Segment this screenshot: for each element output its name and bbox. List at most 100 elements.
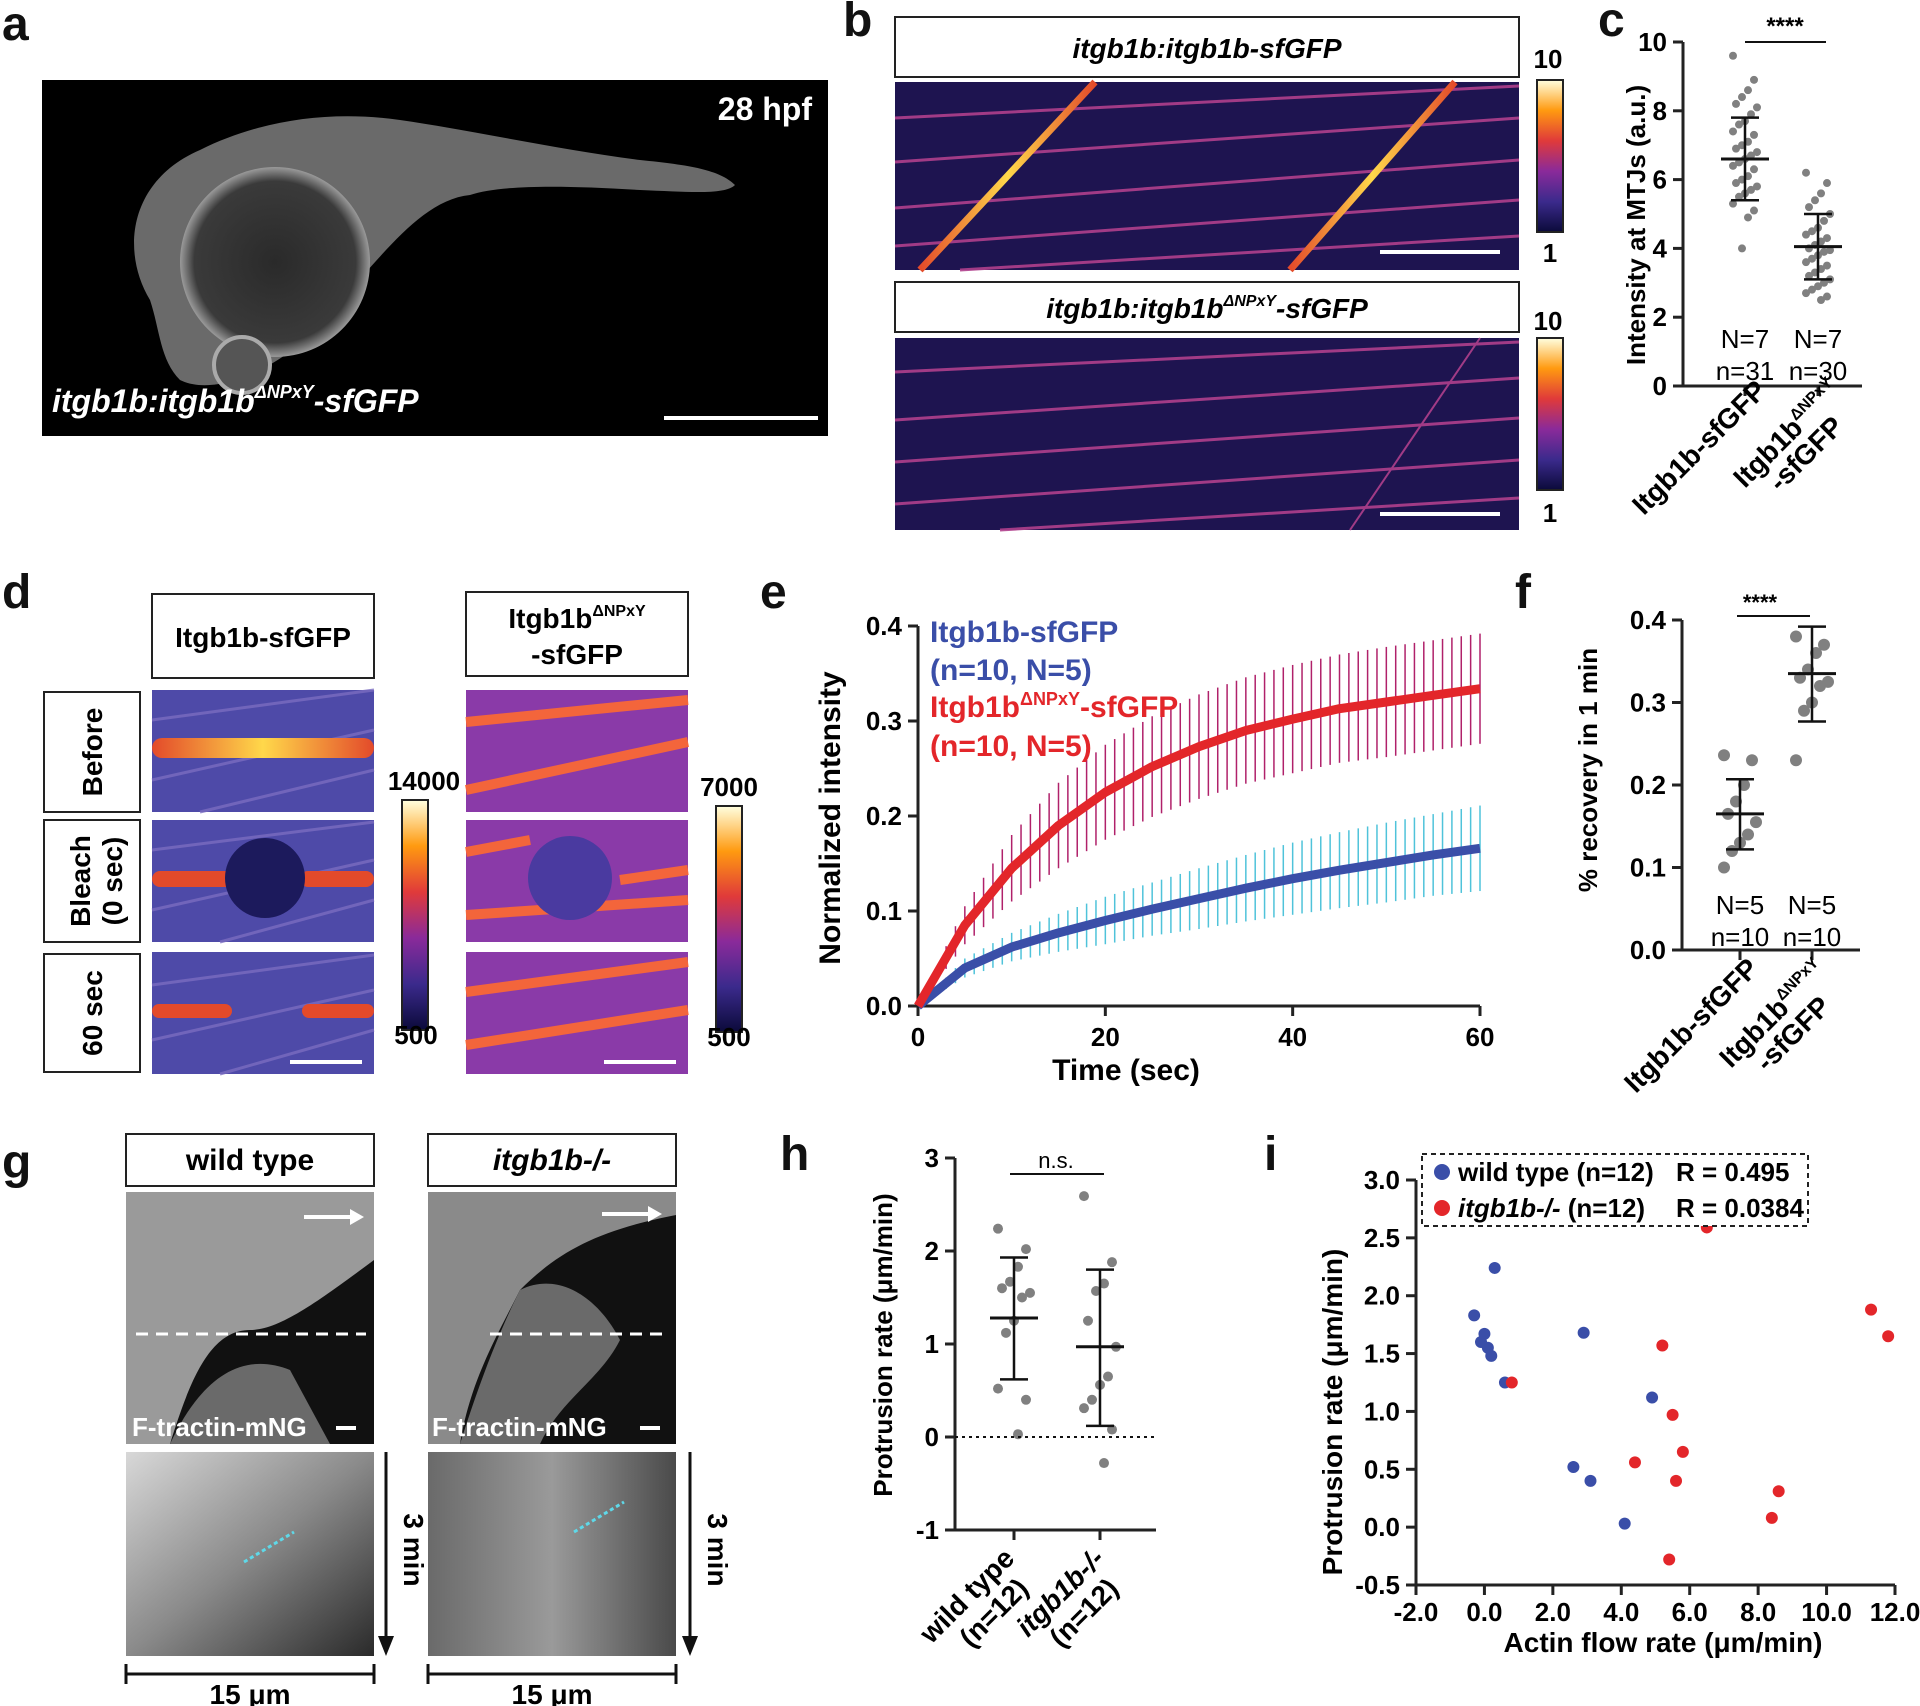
chart-i-xlabel: Actin flow rate (μm/min) <box>1504 1627 1823 1658</box>
chart-e-ylabel: Normalized intensity <box>814 671 847 965</box>
chart-i-point <box>1468 1309 1481 1322</box>
row-label-60sec: 60 sec <box>77 970 108 1056</box>
label-box-g-mutant <box>427 1133 677 1187</box>
chart-i-point <box>1676 1445 1689 1458</box>
chart-c-ytick-label: 2 <box>1653 302 1667 332</box>
label-b-bottom: itgb1b:itgb1bΔNPxY-sfGFP <box>1046 293 1368 324</box>
chart-i-legend-marker-1 <box>1434 1164 1450 1180</box>
chart-f-N-1: N=5 <box>1716 890 1764 920</box>
label-d-col1: Itgb1b-sfGFP <box>175 622 351 653</box>
colorbar-d-1-max: 14000 <box>388 766 460 796</box>
frap-images-mutant <box>464 690 690 1074</box>
chart-c-point <box>1753 148 1761 157</box>
chart-i-point <box>1670 1474 1683 1487</box>
chart-c-point <box>1732 144 1740 153</box>
chart-i-point <box>1865 1303 1878 1316</box>
chart-c-point <box>1802 230 1810 239</box>
chart-f-point <box>1798 704 1810 717</box>
chart-c-point <box>1802 258 1810 267</box>
chart-c-point <box>1820 278 1828 287</box>
kymo-time-wt: 3 min <box>398 1513 429 1586</box>
chart-e-legend-2-n: (n=10, N=5) <box>930 730 1092 763</box>
chart-c-point <box>1808 285 1816 294</box>
chart-h-point <box>1107 1257 1117 1268</box>
label-box-b-bottom <box>894 281 1520 333</box>
cell-caption-wt: F-tractin-mNG <box>132 1412 307 1442</box>
chart-c-point <box>1817 189 1825 198</box>
chart-c-point <box>1808 227 1816 236</box>
chart-i-legend-2: itgb1b-/- (n=12) <box>1458 1193 1645 1223</box>
chart-c-point <box>1750 165 1758 174</box>
chart-i-point <box>1577 1326 1590 1339</box>
colorbar-d-2 <box>715 805 743 1033</box>
chart-i-point <box>1485 1349 1498 1362</box>
colorbar-b-top-max: 10 <box>1534 44 1563 74</box>
chart-h-point <box>1021 1244 1031 1255</box>
label-g-wt: wild type <box>185 1144 314 1177</box>
chart-h-point <box>1013 1261 1023 1272</box>
chart-h-point <box>1025 1287 1035 1298</box>
cell-image-wt <box>126 1192 374 1444</box>
panel-label-e: e <box>760 566 787 619</box>
chart-c-point <box>1729 127 1737 136</box>
chart-i-xtick-label: 0.0 <box>1466 1597 1502 1627</box>
chart-c-point <box>1744 213 1752 222</box>
chart-f-ytick-label: 0.4 <box>1630 605 1667 635</box>
chart-h-ytick-label: -1 <box>916 1515 939 1545</box>
chart-h-point <box>993 1383 1003 1394</box>
chart-i-point <box>1478 1327 1491 1340</box>
chart-e-legend-1: Itgb1b-sfGFP <box>930 616 1118 649</box>
chart-c: 0 2 4 6 8 10 <box>1638 27 1862 401</box>
chart-e-ytick-label: 0.0 <box>866 991 902 1021</box>
chart-c-ytick-label: 6 <box>1653 165 1667 195</box>
time-arrowhead-mutant <box>682 1636 698 1656</box>
chart-h-ytick-label: 1 <box>925 1329 939 1359</box>
colorbar-b-bottom-max: 10 <box>1534 306 1563 336</box>
chart-c-N-2: N=7 <box>1794 324 1842 354</box>
chart-c-point <box>1823 179 1831 188</box>
chart-c-point <box>1738 244 1746 253</box>
row-box-60sec <box>43 953 141 1073</box>
chart-c-point <box>1823 261 1831 270</box>
chart-f-point <box>1818 638 1830 651</box>
chart-i-xtick-label: 6.0 <box>1672 1597 1708 1627</box>
chart-i-point <box>1666 1408 1679 1421</box>
chart-i-point <box>1628 1456 1641 1469</box>
chart-f-point <box>1746 754 1758 767</box>
chart-c-ytick-label: 10 <box>1638 27 1667 57</box>
chart-i-point <box>1656 1339 1669 1352</box>
label-box-g-wt <box>125 1133 375 1187</box>
chart-i-ylabel: Protrusion rate (μm/min) <box>1317 1249 1348 1576</box>
chart-c-point <box>1823 234 1831 243</box>
panel-label-a: a <box>2 0 29 51</box>
chart-i-ytick-label: 0.0 <box>1364 1512 1400 1542</box>
label-d-col2-suffix: -sfGFP <box>531 639 623 670</box>
chart-c-point <box>1735 120 1743 129</box>
chart-c-point <box>1747 110 1755 119</box>
chart-i-xtick-label: 2.0 <box>1535 1597 1571 1627</box>
colorbar-d-1 <box>401 799 429 1031</box>
chart-h-point <box>1103 1371 1113 1382</box>
chart-c-point <box>1823 292 1831 301</box>
chart-c-point <box>1729 199 1737 208</box>
panel-label-g: g <box>2 1136 31 1189</box>
embryo-genotype-label: itgb1b:itgb1bΔNPxY-sfGFP <box>52 382 419 419</box>
chart-c-point <box>1747 185 1755 194</box>
embryo-silhouette <box>134 116 735 395</box>
chart-c-N-1: N=7 <box>1721 324 1769 354</box>
row-box-bleach <box>43 819 141 943</box>
chart-f-point <box>1790 754 1802 767</box>
colorbar-b-top-min: 1 <box>1543 238 1557 268</box>
chart-f: 0.0 0.1 0.2 0.3 0.4 <box>1630 605 1860 965</box>
chart-c-point <box>1817 296 1825 304</box>
chart-i-point <box>1488 1261 1501 1274</box>
chart-f-ylabel: % recovery in 1 min <box>1573 648 1603 892</box>
chart-f-point <box>1750 816 1762 829</box>
label-b-top: itgb1b:itgb1b-sfGFP <box>1072 33 1341 64</box>
chart-f-N-2: N=5 <box>1788 890 1836 920</box>
chart-c-point <box>1732 99 1740 108</box>
row-label-bleach: Bleach <box>65 835 96 927</box>
chart-i-ytick-label: 1.0 <box>1364 1396 1400 1426</box>
chart-i-ytick-label: 0.5 <box>1364 1454 1400 1484</box>
chart-c-ytick-label: 0 <box>1653 371 1667 401</box>
